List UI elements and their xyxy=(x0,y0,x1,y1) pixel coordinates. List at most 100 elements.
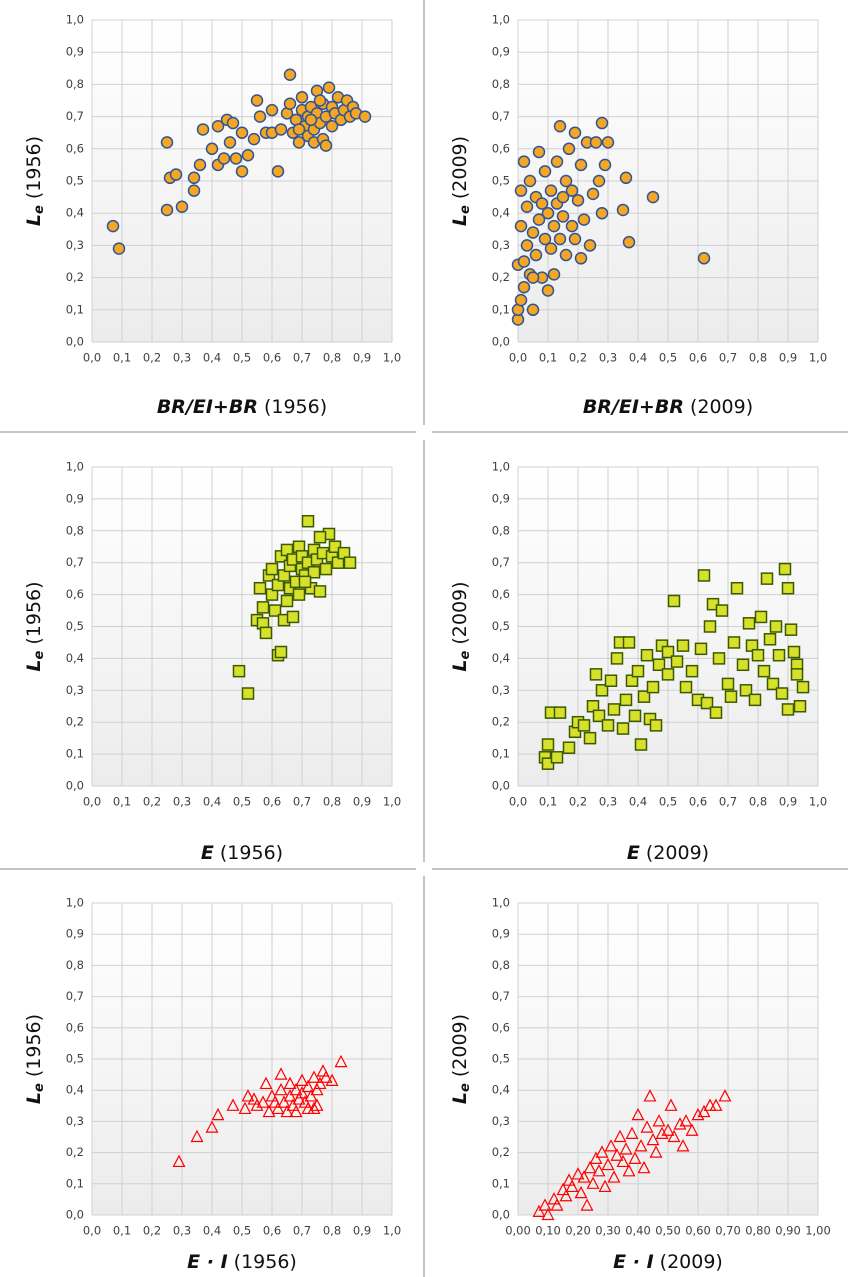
y-tick-label: 0,9 xyxy=(66,45,84,59)
x-tick-label: 0,7 xyxy=(293,1224,311,1238)
x-tick-label: 0,2 xyxy=(569,795,587,809)
y-tick-label: 0,9 xyxy=(66,927,84,941)
data-point xyxy=(304,113,318,127)
y-axis-title: Le (1956) xyxy=(23,581,47,671)
data-point xyxy=(280,594,294,608)
y-tick-label: 0,9 xyxy=(66,491,84,505)
data-point xyxy=(301,1079,315,1093)
data-point xyxy=(589,668,603,681)
data-point xyxy=(712,652,726,665)
data-point xyxy=(619,693,633,707)
y-tick-label: 1,0 xyxy=(66,13,84,27)
data-point xyxy=(547,1192,561,1205)
y-tick-label: 0,4 xyxy=(492,1083,510,1097)
data-point xyxy=(661,1123,675,1136)
data-point xyxy=(622,235,636,249)
data-point xyxy=(754,610,768,624)
data-point xyxy=(556,190,570,204)
y-axis-subscript: e xyxy=(458,650,473,659)
data-point xyxy=(358,110,372,123)
data-point xyxy=(694,642,708,656)
data-point xyxy=(583,239,597,252)
data-point xyxy=(307,1070,321,1083)
data-point xyxy=(169,168,183,181)
data-point xyxy=(778,562,792,576)
x-tick-label: 0,7 xyxy=(719,351,737,365)
data-point xyxy=(634,1139,648,1152)
x-tick-label: 0,3 xyxy=(173,795,191,809)
x-tick-label: 0,4 xyxy=(203,1224,221,1238)
data-point xyxy=(775,687,789,700)
data-point xyxy=(565,1179,579,1193)
data-point xyxy=(334,1054,348,1068)
x-tick-label: 0,0 xyxy=(509,795,527,809)
data-point xyxy=(697,252,711,265)
data-point xyxy=(565,219,579,233)
x-tick-label: 0,0 xyxy=(509,351,527,365)
x-tick-label: 0,8 xyxy=(323,351,341,365)
x-tick-label: 0,0 xyxy=(83,1224,101,1238)
x-axis-year: (2009) xyxy=(660,1251,723,1273)
x-tick-label: 0,9 xyxy=(353,1224,371,1238)
data-point xyxy=(793,700,807,713)
y-tick-label: 1,0 xyxy=(492,460,510,474)
x-tick-label: 0,5 xyxy=(233,795,251,809)
y-tick-label: 0,0 xyxy=(66,335,84,349)
data-point xyxy=(718,1089,732,1102)
data-point xyxy=(241,148,255,162)
y-tick-label: 0,8 xyxy=(66,523,84,537)
data-point xyxy=(748,693,762,707)
y-tick-label: 0,2 xyxy=(66,715,84,729)
data-point xyxy=(160,203,174,217)
y-axis-variable: L xyxy=(449,659,471,671)
x-axis-title: BR/EI+BR (2009) xyxy=(583,396,753,418)
data-point xyxy=(514,219,528,233)
data-point xyxy=(196,123,210,136)
data-point xyxy=(559,248,573,262)
data-point xyxy=(796,680,810,694)
x-tick-label: 0,60 xyxy=(685,1224,711,1238)
x-tick-label: 0,00 xyxy=(505,1224,531,1238)
data-point xyxy=(676,1139,690,1152)
data-point xyxy=(640,648,654,662)
data-point xyxy=(274,645,288,659)
y-axis-variable: L xyxy=(23,659,45,671)
y-axis-variable: L xyxy=(449,214,471,226)
x-tick-label: 0,0 xyxy=(83,795,101,809)
data-point xyxy=(313,530,327,544)
data-point xyxy=(721,677,735,691)
x-tick-label: 0,8 xyxy=(323,1224,341,1238)
data-point xyxy=(556,210,570,223)
data-point xyxy=(211,120,225,133)
data-point xyxy=(715,604,729,617)
y-tick-label: 0,5 xyxy=(66,1052,84,1066)
data-point xyxy=(661,645,675,659)
x-tick-label: 0,80 xyxy=(745,1224,771,1238)
data-point xyxy=(592,709,606,723)
y-tick-label: 0,8 xyxy=(492,77,510,91)
y-tick-label: 0,8 xyxy=(66,77,84,91)
y-tick-label: 1,0 xyxy=(66,896,84,910)
x-tick-label: 0,30 xyxy=(595,1224,621,1238)
data-point xyxy=(310,1082,324,1096)
y-tick-label: 0,1 xyxy=(66,747,84,761)
data-point xyxy=(187,184,201,197)
data-point xyxy=(514,293,528,307)
data-point xyxy=(592,1164,606,1177)
data-point xyxy=(631,664,645,678)
y-tick-label: 1,0 xyxy=(66,460,84,474)
data-point xyxy=(514,184,528,197)
x-tick-label: 0,8 xyxy=(749,795,767,809)
y-tick-label: 0,4 xyxy=(492,651,510,665)
data-point xyxy=(517,281,531,294)
x-tick-label: 0,4 xyxy=(629,795,647,809)
x-tick-label: 0,10 xyxy=(535,1224,561,1238)
y-tick-label: 0,0 xyxy=(492,779,510,793)
x-tick-label: 0,7 xyxy=(293,351,311,365)
data-point xyxy=(256,601,270,614)
y-axis-subscript: e xyxy=(458,1083,473,1092)
data-point xyxy=(520,239,534,252)
y-tick-label: 0,6 xyxy=(66,1020,84,1034)
data-point xyxy=(190,1129,204,1143)
y-tick-label: 0,5 xyxy=(492,619,510,633)
